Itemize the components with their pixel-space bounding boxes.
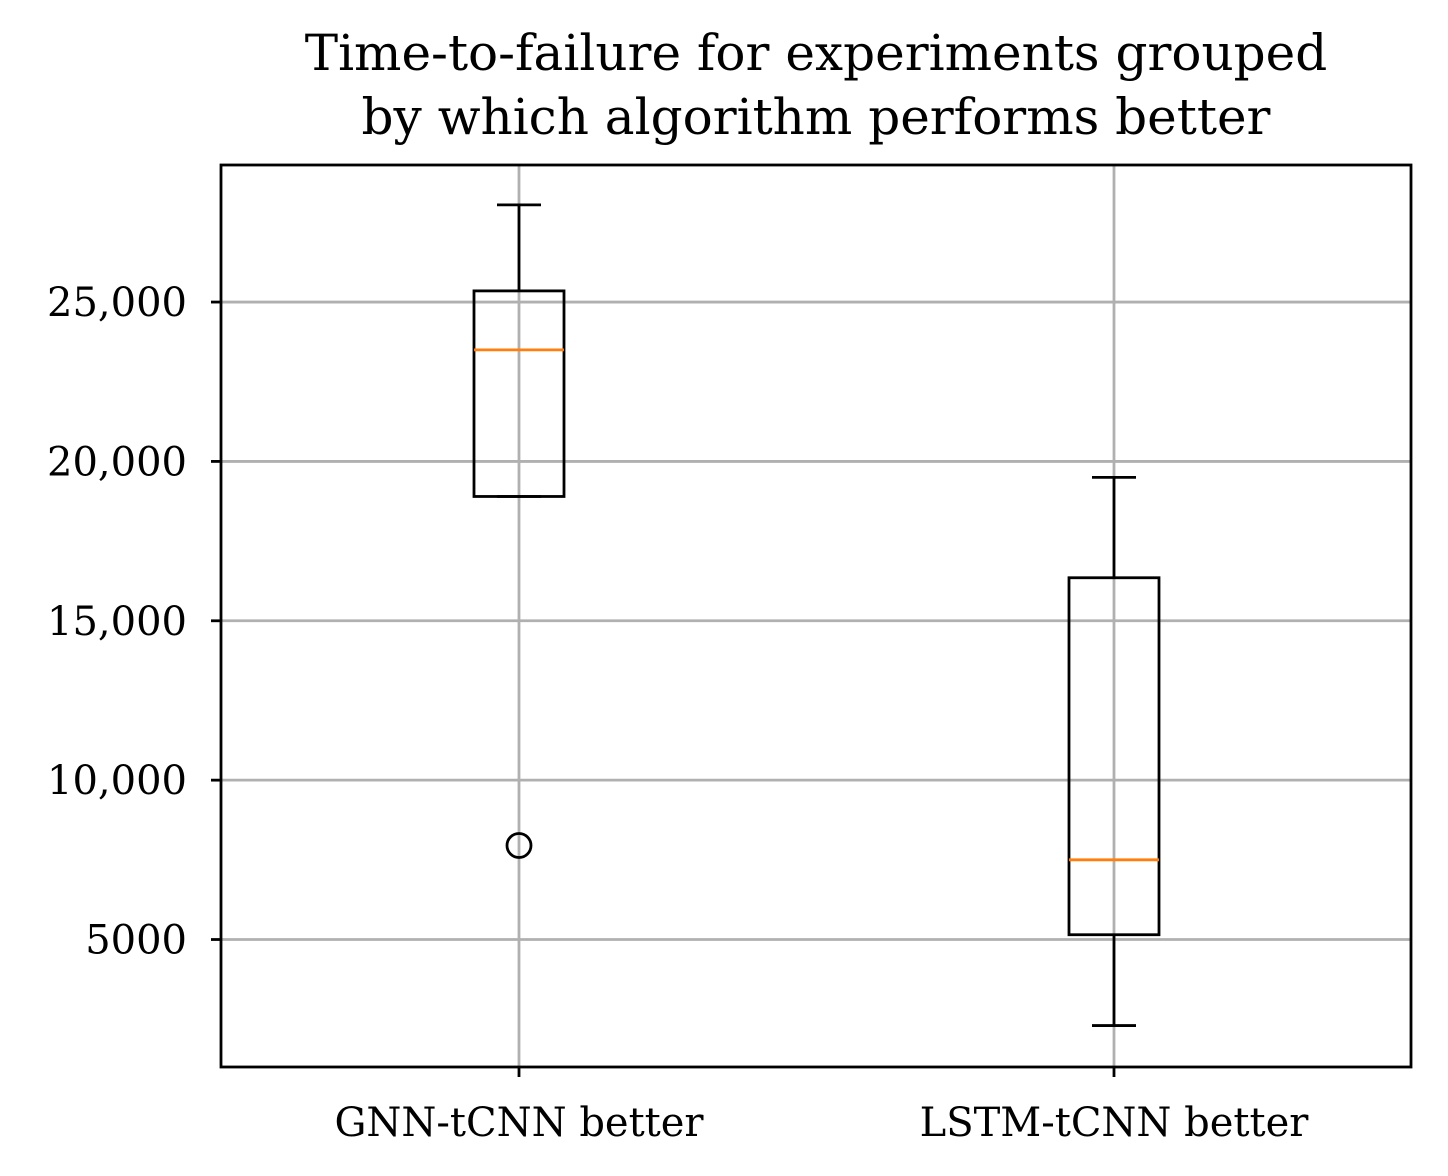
grid bbox=[221, 165, 1411, 1067]
chart-title: Time-to-failure for experiments grouped … bbox=[305, 24, 1328, 146]
x-tick-label: GNN-tCNN better bbox=[334, 1100, 704, 1146]
box-group bbox=[472, 203, 566, 859]
y-tick-label: 25,000 bbox=[47, 280, 187, 326]
plot-area-frame bbox=[219, 163, 1413, 1069]
boxes bbox=[472, 203, 1161, 1027]
y-tick-label: 10,000 bbox=[47, 758, 187, 804]
iqr-box bbox=[1067, 576, 1161, 937]
chart-title-line-2: by which algorithm performs better bbox=[362, 88, 1271, 146]
axis-ticks: 5000 10,000 15,000 20,000 25,000 GNN-tCNN bet… bbox=[47, 280, 1309, 1146]
x-tick-label: LSTM-tCNN better bbox=[920, 1100, 1310, 1146]
y-tick-label: 15,000 bbox=[47, 599, 187, 645]
box-group bbox=[1067, 475, 1161, 1027]
chart-title-line-1: Time-to-failure for experiments grouped bbox=[305, 24, 1328, 82]
outlier-point bbox=[505, 832, 533, 859]
iqr-box bbox=[472, 289, 566, 498]
y-tick-label: 20,000 bbox=[47, 439, 187, 485]
y-tick-label: 5000 bbox=[85, 918, 187, 964]
